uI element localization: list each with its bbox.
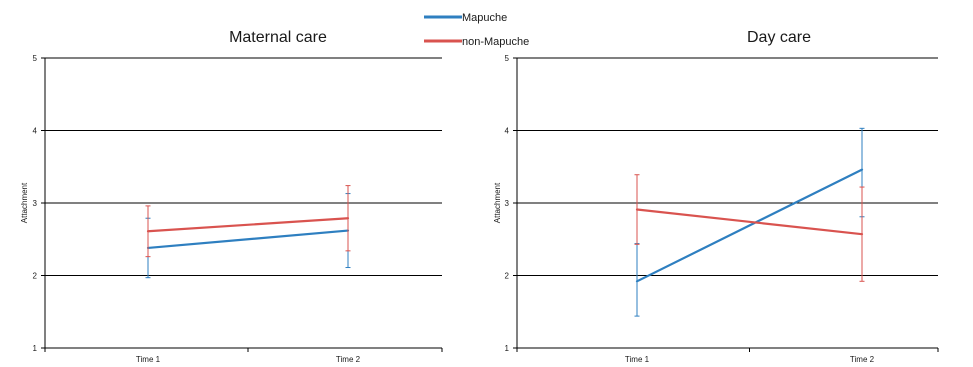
series-non-mapuche xyxy=(145,185,351,258)
y-tick-label: 2 xyxy=(33,272,38,281)
legend-entry: non-Mapuche xyxy=(424,36,529,48)
legend: Mapuche non-Mapuche xyxy=(424,12,529,48)
y-tick-label: 3 xyxy=(505,199,510,208)
series-non-mapuche xyxy=(634,174,865,282)
y-tick-label: 4 xyxy=(505,127,510,136)
y-tick-label: 3 xyxy=(33,199,38,208)
y-tick-label: 2 xyxy=(505,272,510,281)
series-mapuche xyxy=(145,193,351,279)
chart-title: Day care xyxy=(747,29,811,46)
legend-label: Mapuche xyxy=(462,12,507,24)
x-tick-label: Time 1 xyxy=(625,355,650,364)
y-axis-label: Attachment xyxy=(20,182,29,223)
series-line xyxy=(635,208,864,236)
series-line xyxy=(635,168,864,283)
y-tick-label: 1 xyxy=(33,344,38,353)
series-line xyxy=(146,229,350,250)
y-tick-label: 1 xyxy=(505,344,510,353)
panel-maternal-care: Maternal care 1 2 3 4 5 Time 1 Time 2 Attachment xyxy=(20,29,443,364)
y-tick-label: 5 xyxy=(33,54,38,63)
y-tick-label: 4 xyxy=(33,127,38,136)
x-tick-label: Time 1 xyxy=(136,355,161,364)
series-line xyxy=(146,217,350,233)
x-tick-label: Time 2 xyxy=(336,355,361,364)
panel-day-care: Day care 1 2 3 4 5 Time 1 Time 2 Attachment xyxy=(493,29,939,364)
legend-label: non-Mapuche xyxy=(462,36,529,48)
y-tick-label: 5 xyxy=(505,54,510,63)
legend-entry: Mapuche xyxy=(424,12,507,24)
chart-title: Maternal care xyxy=(229,29,327,46)
y-axis-label: Attachment xyxy=(493,182,502,223)
x-tick-label: Time 2 xyxy=(850,355,875,364)
